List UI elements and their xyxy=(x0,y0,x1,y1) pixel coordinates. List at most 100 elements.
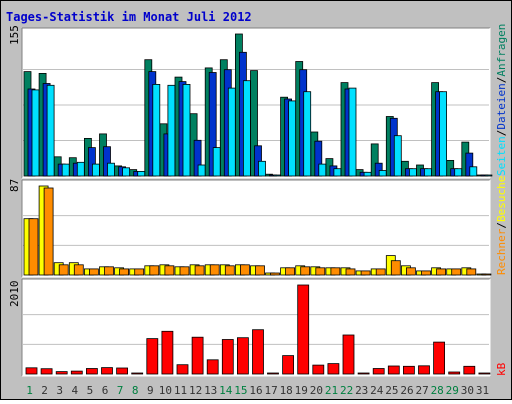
day-label-14: 14 xyxy=(219,384,233,397)
panel-3-ymax-label: 2010 xyxy=(8,281,21,308)
bar-kbytes-day-2 xyxy=(40,368,53,375)
bar-kbytes-day-19 xyxy=(297,284,310,375)
bar-files-day-24 xyxy=(374,162,383,177)
bar-sites-day-15 xyxy=(239,264,250,276)
panel-visits-sites xyxy=(21,179,492,278)
legend-hits: Anfragen xyxy=(495,24,508,77)
bar-sites-day-4 xyxy=(73,264,84,276)
bar-kbytes-day-17 xyxy=(267,372,279,375)
day-label-17: 17 xyxy=(264,384,277,397)
bar-pages-day-28 xyxy=(439,91,448,177)
bar-sites-day-11 xyxy=(179,266,190,276)
bar-pages-day-10 xyxy=(167,84,176,177)
bar-pages-day-29 xyxy=(454,168,463,177)
bar-pages-day-14 xyxy=(227,87,236,177)
bar-kbytes-day-4 xyxy=(70,370,83,375)
panel-kbytes xyxy=(21,278,491,377)
bar-kbytes-day-25 xyxy=(387,365,400,375)
bar-kbytes-day-3 xyxy=(55,371,68,375)
bar-sites-day-23 xyxy=(360,270,371,276)
day-label-23: 23 xyxy=(355,384,368,397)
bar-pages-day-6 xyxy=(107,162,115,177)
bar-pages-day-18 xyxy=(288,100,297,177)
bar-sites-day-18 xyxy=(285,267,296,276)
bar-hits-day-24 xyxy=(370,143,379,177)
day-label-31: 31 xyxy=(476,384,489,397)
bar-kbytes-day-28 xyxy=(433,341,446,375)
day-label-29: 29 xyxy=(446,384,459,397)
bar-kbytes-day-27 xyxy=(418,365,430,375)
bar-kbytes-day-7 xyxy=(116,367,128,375)
bar-sites-day-2 xyxy=(43,187,54,276)
legend-sep-1: / xyxy=(495,130,508,137)
bar-sites-day-9 xyxy=(149,265,160,276)
bar-kbytes-day-18 xyxy=(282,355,295,375)
bar-sites-day-13 xyxy=(209,264,220,276)
bar-kbytes-day-20 xyxy=(312,364,325,375)
bar-pages-day-25 xyxy=(393,135,402,177)
day-label-6: 6 xyxy=(102,384,109,397)
legend-sep-3: / xyxy=(495,222,508,229)
bar-pages-day-19 xyxy=(303,91,312,177)
bar-kbytes-day-15 xyxy=(236,337,249,375)
legend-pages: Seiten xyxy=(495,136,508,176)
bar-files-day-30 xyxy=(465,152,474,177)
legend-files: Dateien xyxy=(495,83,508,129)
day-labels: 1 2 3 4 5 6 7 8 9 10 11 12 13 14 15 16 17 18 19 20 21 22 23 24 2… xyxy=(26,384,489,397)
chart-title: Tages-Statistik im Monat Juli 2012 xyxy=(6,10,252,24)
day-label-18: 18 xyxy=(280,384,293,397)
bar-kbytes-day-29 xyxy=(448,371,461,375)
day-label-5: 5 xyxy=(87,384,94,397)
bar-kbytes-day-1 xyxy=(25,367,38,375)
bar-pages-day-31 xyxy=(484,174,493,177)
day-label-19: 19 xyxy=(295,384,308,397)
bar-kbytes-day-6 xyxy=(101,367,113,375)
bar-kbytes-day-11 xyxy=(176,364,189,375)
bar-pages-day-4 xyxy=(76,161,85,177)
bar-pages-day-22 xyxy=(348,87,357,177)
plot-area-2 xyxy=(22,180,490,277)
bar-sites-day-24 xyxy=(375,268,386,276)
day-label-11: 11 xyxy=(174,384,187,397)
day-label-26: 26 xyxy=(400,384,413,397)
bar-sites-day-6 xyxy=(104,266,114,276)
day-label-10: 10 xyxy=(159,384,172,397)
day-label-4: 4 xyxy=(71,384,78,397)
bar-kbytes-day-14 xyxy=(221,339,234,375)
legend-panel-2: Rechner/Besuche xyxy=(495,176,508,275)
bar-pages-day-5 xyxy=(92,163,100,177)
day-label-27: 27 xyxy=(415,384,428,397)
bar-pages-day-30 xyxy=(469,166,478,177)
bar-pages-day-7 xyxy=(122,167,130,177)
bar-kbytes-day-31 xyxy=(478,372,491,375)
bar-files-day-13 xyxy=(208,72,217,177)
bar-sites-day-21 xyxy=(330,267,341,276)
bar-kbytes-day-8 xyxy=(131,372,144,375)
bar-sites-day-25 xyxy=(390,260,401,276)
bar-pages-day-23 xyxy=(363,171,372,177)
day-label-1: 1 xyxy=(26,384,33,397)
legend-sep-2: / xyxy=(495,77,508,84)
bar-pages-day-13 xyxy=(212,147,221,177)
bar-pages-day-15 xyxy=(242,80,251,177)
bar-files-day-5 xyxy=(88,147,96,177)
day-label-3: 3 xyxy=(56,384,63,397)
bar-sites-day-26 xyxy=(405,267,416,276)
bar-kbytes-day-24 xyxy=(372,368,385,375)
bar-pages-day-3 xyxy=(61,163,70,177)
bar-sites-day-3 xyxy=(58,264,69,276)
day-label-30: 30 xyxy=(461,384,474,397)
bar-files-day-12 xyxy=(193,139,202,177)
day-label-20: 20 xyxy=(310,384,323,397)
legend-visits: Besuche xyxy=(495,176,508,222)
bar-sites-day-14 xyxy=(224,265,235,276)
bar-kbytes-day-22 xyxy=(342,334,355,375)
bar-sites-day-10 xyxy=(164,265,175,276)
bar-sites-day-17 xyxy=(270,272,280,276)
day-label-21: 21 xyxy=(325,384,338,397)
bar-kbytes-day-5 xyxy=(86,368,98,375)
day-label-24: 24 xyxy=(370,384,384,397)
bar-sites-day-8 xyxy=(134,268,145,276)
